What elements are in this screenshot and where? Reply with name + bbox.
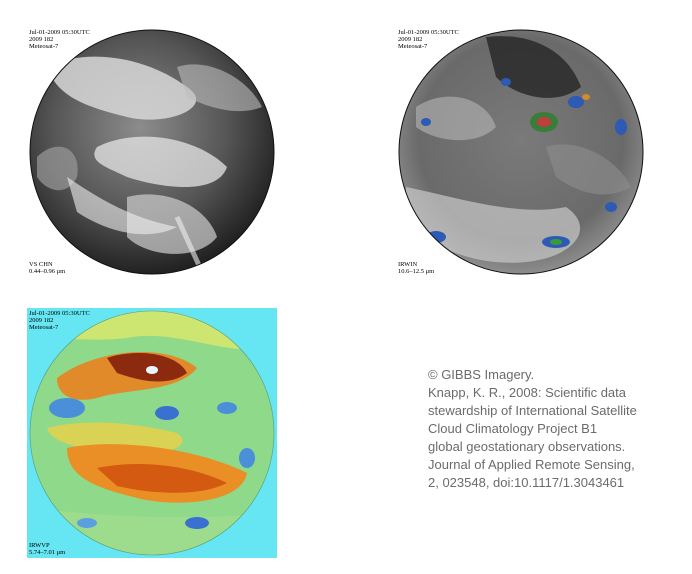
- header-line-3: Meteosat-7: [29, 43, 59, 50]
- visible-channel-image: Jul-01-2009 05:30UTC 2009 182 Meteosat-7…: [27, 27, 277, 277]
- header-line-2: 2009 182: [29, 317, 54, 324]
- band-range: 0.44–0.96 μm: [29, 268, 66, 275]
- band-label: IRWVP: [29, 542, 50, 549]
- water-vapor-image: Jul-01-2009 05:30UTC 2009 182 Meteosat-7…: [27, 308, 277, 558]
- header-line-3: Meteosat-7: [398, 43, 428, 50]
- header-line-3: Meteosat-7: [29, 324, 59, 331]
- header-line-1: Jul-01-2009 05:30UTC: [29, 29, 90, 36]
- header-line-2: 2009 182: [29, 36, 54, 43]
- credit-line: © GIBBS Imagery.: [428, 367, 535, 382]
- image-credit: © GIBBS Imagery. Knapp, K. R., 2008: Sci…: [428, 366, 688, 492]
- header-line-1: Jul-01-2009 05:30UTC: [29, 310, 90, 317]
- band-label: IRWIN: [398, 261, 418, 268]
- ir-earth-disk: [396, 27, 646, 277]
- credit-line: 2, 023548, doi:10.1117/1.3043461: [428, 475, 625, 490]
- header-line-2: 2009 182: [398, 36, 423, 43]
- credit-line: Cloud Climatology Project B1: [428, 421, 598, 436]
- band-range: 5.74–7.01 μm: [29, 549, 66, 556]
- credit-line: stewardship of International Satellite: [428, 403, 637, 418]
- credit-line: global geostationary observations.: [428, 439, 626, 454]
- wv-earth-disk: [27, 308, 277, 558]
- band-range: 10.6–12.5 μm: [398, 268, 435, 275]
- ir-window-image: Jul-01-2009 05:30UTC 2009 182 Meteosat-7…: [396, 27, 646, 277]
- credit-line: Journal of Applied Remote Sensing,: [428, 457, 635, 472]
- band-label: VS CHN: [29, 261, 53, 268]
- header-line-1: Jul-01-2009 05:30UTC: [398, 29, 459, 36]
- visible-earth-disk: [27, 27, 277, 277]
- credit-line: Knapp, K. R., 2008: Scientific data: [428, 385, 627, 400]
